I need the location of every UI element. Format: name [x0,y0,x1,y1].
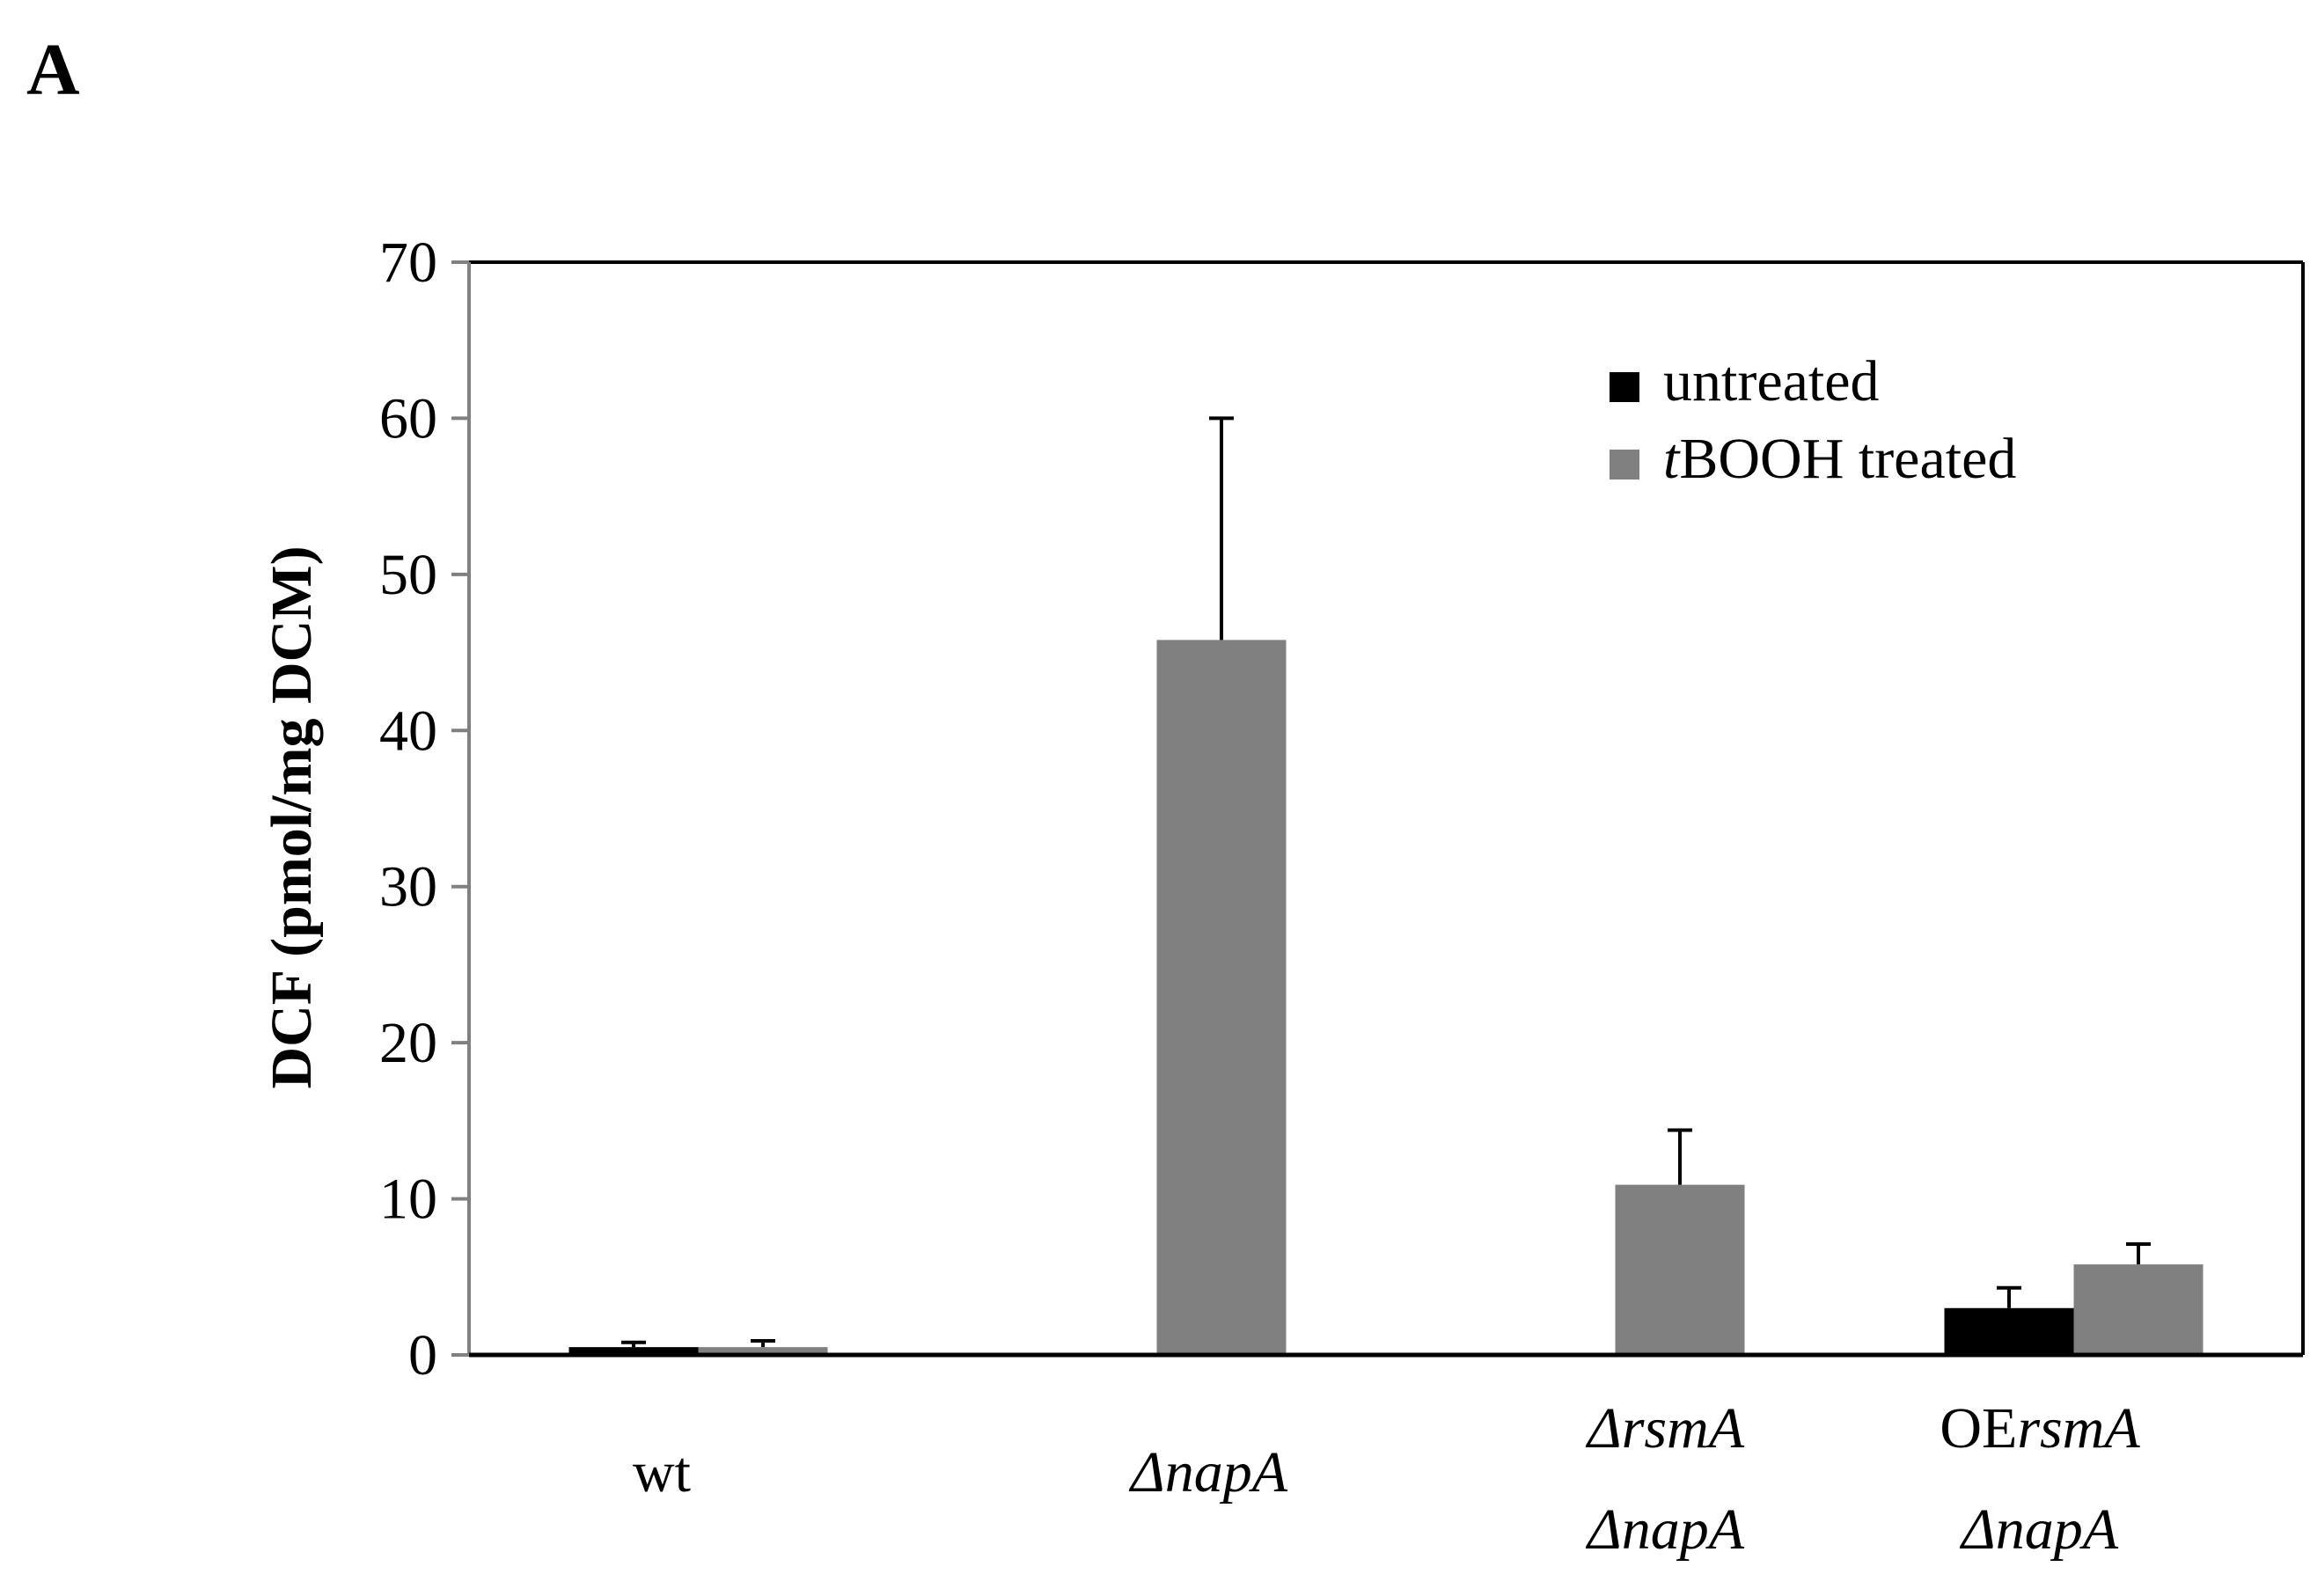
x-axis: wt ΔnapA ΔrsmA ΔnapA OErsmA ΔnapA [469,1352,2303,1562]
bar-treated-3 [2073,1264,2204,1355]
x-category-label: ΔnapA [1585,1497,1745,1562]
y-tick-label: 20 [379,1011,437,1075]
text-run: ΔrsmA [1585,1396,1745,1461]
y-tick-label: 30 [379,855,437,919]
y-tick-label: 60 [379,386,437,450]
bar-treated-0 [698,1347,828,1355]
legend: untreated tBOOH treated [1610,349,2016,491]
legend-swatch-0 [1610,372,1639,402]
plot-frame [469,260,2305,1355]
bar-treated-2 [1615,1184,1745,1355]
bar-untreated-3 [1944,1307,2074,1355]
text-run: ΔnapA [1128,1440,1288,1504]
bar-untreated-0 [568,1347,699,1355]
x-category-label: OErsmA [1940,1396,2140,1461]
y-tick-label: 40 [379,699,437,763]
text-run: ΔnapA [1585,1497,1745,1562]
y-axis: 0 10 20 30 40 50 60 70 [379,231,471,1387]
bar-treated-1 [1156,640,1287,1355]
y-tick-label: 70 [379,231,437,295]
x-category-label: ΔrsmA [1585,1396,1745,1461]
text-run: ΔnapA [1959,1497,2119,1562]
text-run: t [1663,427,1681,491]
y-tick-label: 10 [379,1168,437,1232]
bars [568,640,2204,1355]
legend-label-0: untreated [1663,349,1880,414]
text-run: untreated [1663,349,1880,414]
text-run: BOOH treated [1679,427,2016,491]
legend-label-1: tBOOH treated [1663,427,2016,491]
x-category-label: ΔnapA [1959,1497,2119,1562]
legend-swatch-1 [1610,450,1639,480]
error-bars [621,416,2151,1348]
text-run: wt [633,1440,691,1504]
y-axis-title: DCF (pmol/mg DCM) [260,545,324,1088]
y-tick-label: 50 [379,543,437,607]
x-category-label: ΔnapA [1128,1440,1288,1504]
y-axis-title-group: DCF (pmol/mg DCM) [260,545,324,1088]
text-run: rsmA [2017,1396,2140,1461]
panel-label: A [26,29,80,111]
text-run: OE [1940,1396,2017,1461]
x-category-label: wt [633,1440,691,1504]
y-tick-label: 0 [408,1323,437,1387]
